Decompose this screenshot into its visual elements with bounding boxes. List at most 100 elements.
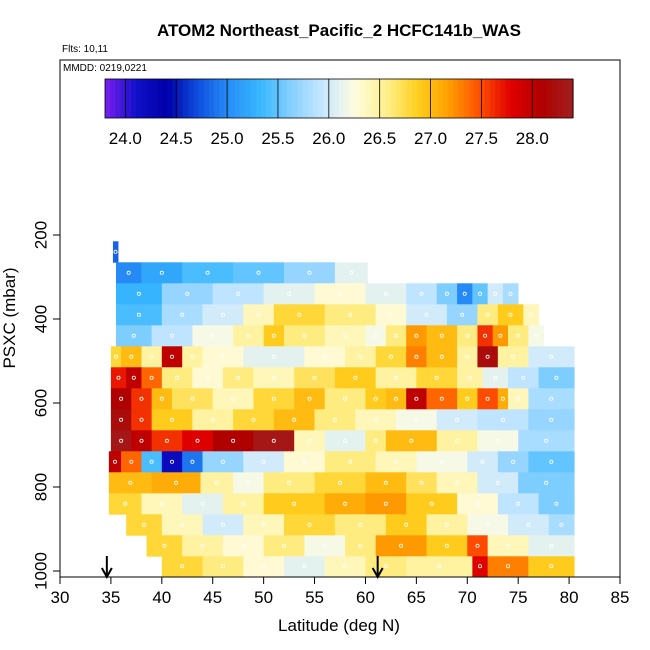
- heatmap-cell: [436, 283, 458, 305]
- colorbar-segment: [443, 79, 449, 118]
- heatmap-cell: [416, 367, 458, 389]
- sample-marker: [149, 354, 154, 359]
- colorbar-segment: [437, 79, 444, 118]
- sample-marker: [261, 564, 266, 569]
- heatmap-cell: [324, 556, 366, 577]
- sample-marker: [190, 354, 195, 359]
- sample-marker: [292, 501, 297, 506]
- colorbar-segment: [411, 79, 418, 118]
- sample-marker: [485, 522, 490, 527]
- sample-marker: [174, 480, 179, 485]
- colorbar-segment: [552, 79, 558, 118]
- colorbar-segment: [510, 79, 517, 118]
- sample-marker: [485, 354, 490, 359]
- colorbar-segment: [354, 79, 361, 118]
- sample-marker: [131, 375, 136, 380]
- sample-marker: [399, 543, 404, 548]
- sample-marker: [200, 501, 205, 506]
- sample-marker: [414, 333, 419, 338]
- sample-marker: [349, 270, 354, 275]
- heatmap-cell: [243, 556, 285, 577]
- sample-marker: [544, 438, 549, 443]
- sample-marker: [444, 522, 449, 527]
- heatmap-cell: [284, 325, 326, 347]
- sample-marker: [505, 543, 510, 548]
- heatmap-cell: [182, 346, 203, 368]
- sample-marker: [409, 438, 414, 443]
- colorbar-segment: [224, 79, 231, 118]
- sample-marker: [220, 564, 225, 569]
- x-tick-label: 75: [509, 588, 528, 607]
- colorbar-tick-label: 25.0: [211, 129, 244, 148]
- heatmap-cell: [110, 409, 132, 431]
- heatmap-cell: [324, 325, 366, 347]
- sample-marker: [383, 291, 388, 296]
- colorbar-tick-label: 27.0: [414, 129, 447, 148]
- sample-marker: [393, 375, 398, 380]
- heatmap-cell: [508, 388, 529, 410]
- heatmap-cell: [477, 430, 519, 452]
- sample-marker: [190, 459, 195, 464]
- heatmap-cell: [222, 535, 265, 557]
- x-tick-label: 30: [51, 588, 70, 607]
- sample-marker: [549, 396, 554, 401]
- heatmap-cell: [161, 556, 203, 577]
- sample-marker: [159, 396, 164, 401]
- heatmap-cell: [131, 430, 153, 452]
- colorbar-segment: [557, 79, 564, 118]
- heatmap-cell: [263, 283, 315, 305]
- heatmap-cell: [365, 493, 407, 515]
- heatmap-cell: [151, 325, 193, 347]
- colorbar-segment: [266, 79, 272, 118]
- heatmap-cell: [375, 535, 427, 557]
- colorbar-segment: [562, 79, 569, 118]
- sample-marker: [312, 375, 317, 380]
- sample-marker: [358, 354, 363, 359]
- sample-marker: [256, 270, 261, 275]
- heatmap-cell: [304, 535, 346, 557]
- heatmap-cell: [375, 367, 417, 389]
- heatmap-cell: [324, 493, 366, 515]
- heatmap-cell: [467, 514, 509, 536]
- colorbar-segment: [167, 79, 174, 118]
- colorbar-segment: [177, 79, 184, 118]
- sample-marker: [271, 354, 276, 359]
- heatmap-cell: [108, 493, 142, 515]
- sample-marker: [231, 396, 236, 401]
- heatmap-cell: [502, 283, 519, 305]
- sample-marker: [246, 480, 251, 485]
- sample-marker: [119, 396, 124, 401]
- colorbar-segment: [359, 79, 366, 118]
- sample-marker: [139, 438, 144, 443]
- colorbar-segment: [313, 79, 319, 118]
- sample-marker: [136, 291, 141, 296]
- heatmap-cells: [108, 241, 575, 577]
- heatmap-cell: [116, 304, 163, 326]
- sample-marker: [373, 333, 378, 338]
- y-axis-label: PSXC (mbar): [0, 267, 19, 368]
- heatmap-cell: [116, 325, 153, 347]
- sample-marker: [353, 375, 358, 380]
- heatmap-cell: [161, 283, 214, 305]
- heatmap-cell: [212, 283, 265, 305]
- sample-marker: [307, 522, 312, 527]
- colorbar-segment: [271, 79, 278, 118]
- heatmap-cell: [375, 346, 407, 368]
- x-tick-label: 45: [203, 588, 222, 607]
- heatmap-cell: [396, 409, 438, 431]
- sample-marker: [256, 312, 261, 317]
- colorbar-ticks: 24.0 24.5 25.0 25.5 26.0 26.5 27.0 27.5 28.0: [109, 79, 549, 148]
- heatmap-cell: [110, 388, 132, 410]
- sample-marker: [439, 333, 444, 338]
- sample-marker: [159, 501, 164, 506]
- x-axis-label: Latitude (deg N): [278, 616, 400, 635]
- sample-marker: [404, 522, 409, 527]
- sample-marker: [175, 375, 180, 380]
- heatmap-cell: [508, 367, 539, 389]
- heatmap-cell: [497, 304, 524, 326]
- sample-marker: [302, 564, 307, 569]
- colorbar-segment: [125, 79, 132, 118]
- heatmap-cell: [477, 304, 499, 326]
- colorbar-segment: [157, 79, 163, 118]
- sample-marker: [480, 459, 485, 464]
